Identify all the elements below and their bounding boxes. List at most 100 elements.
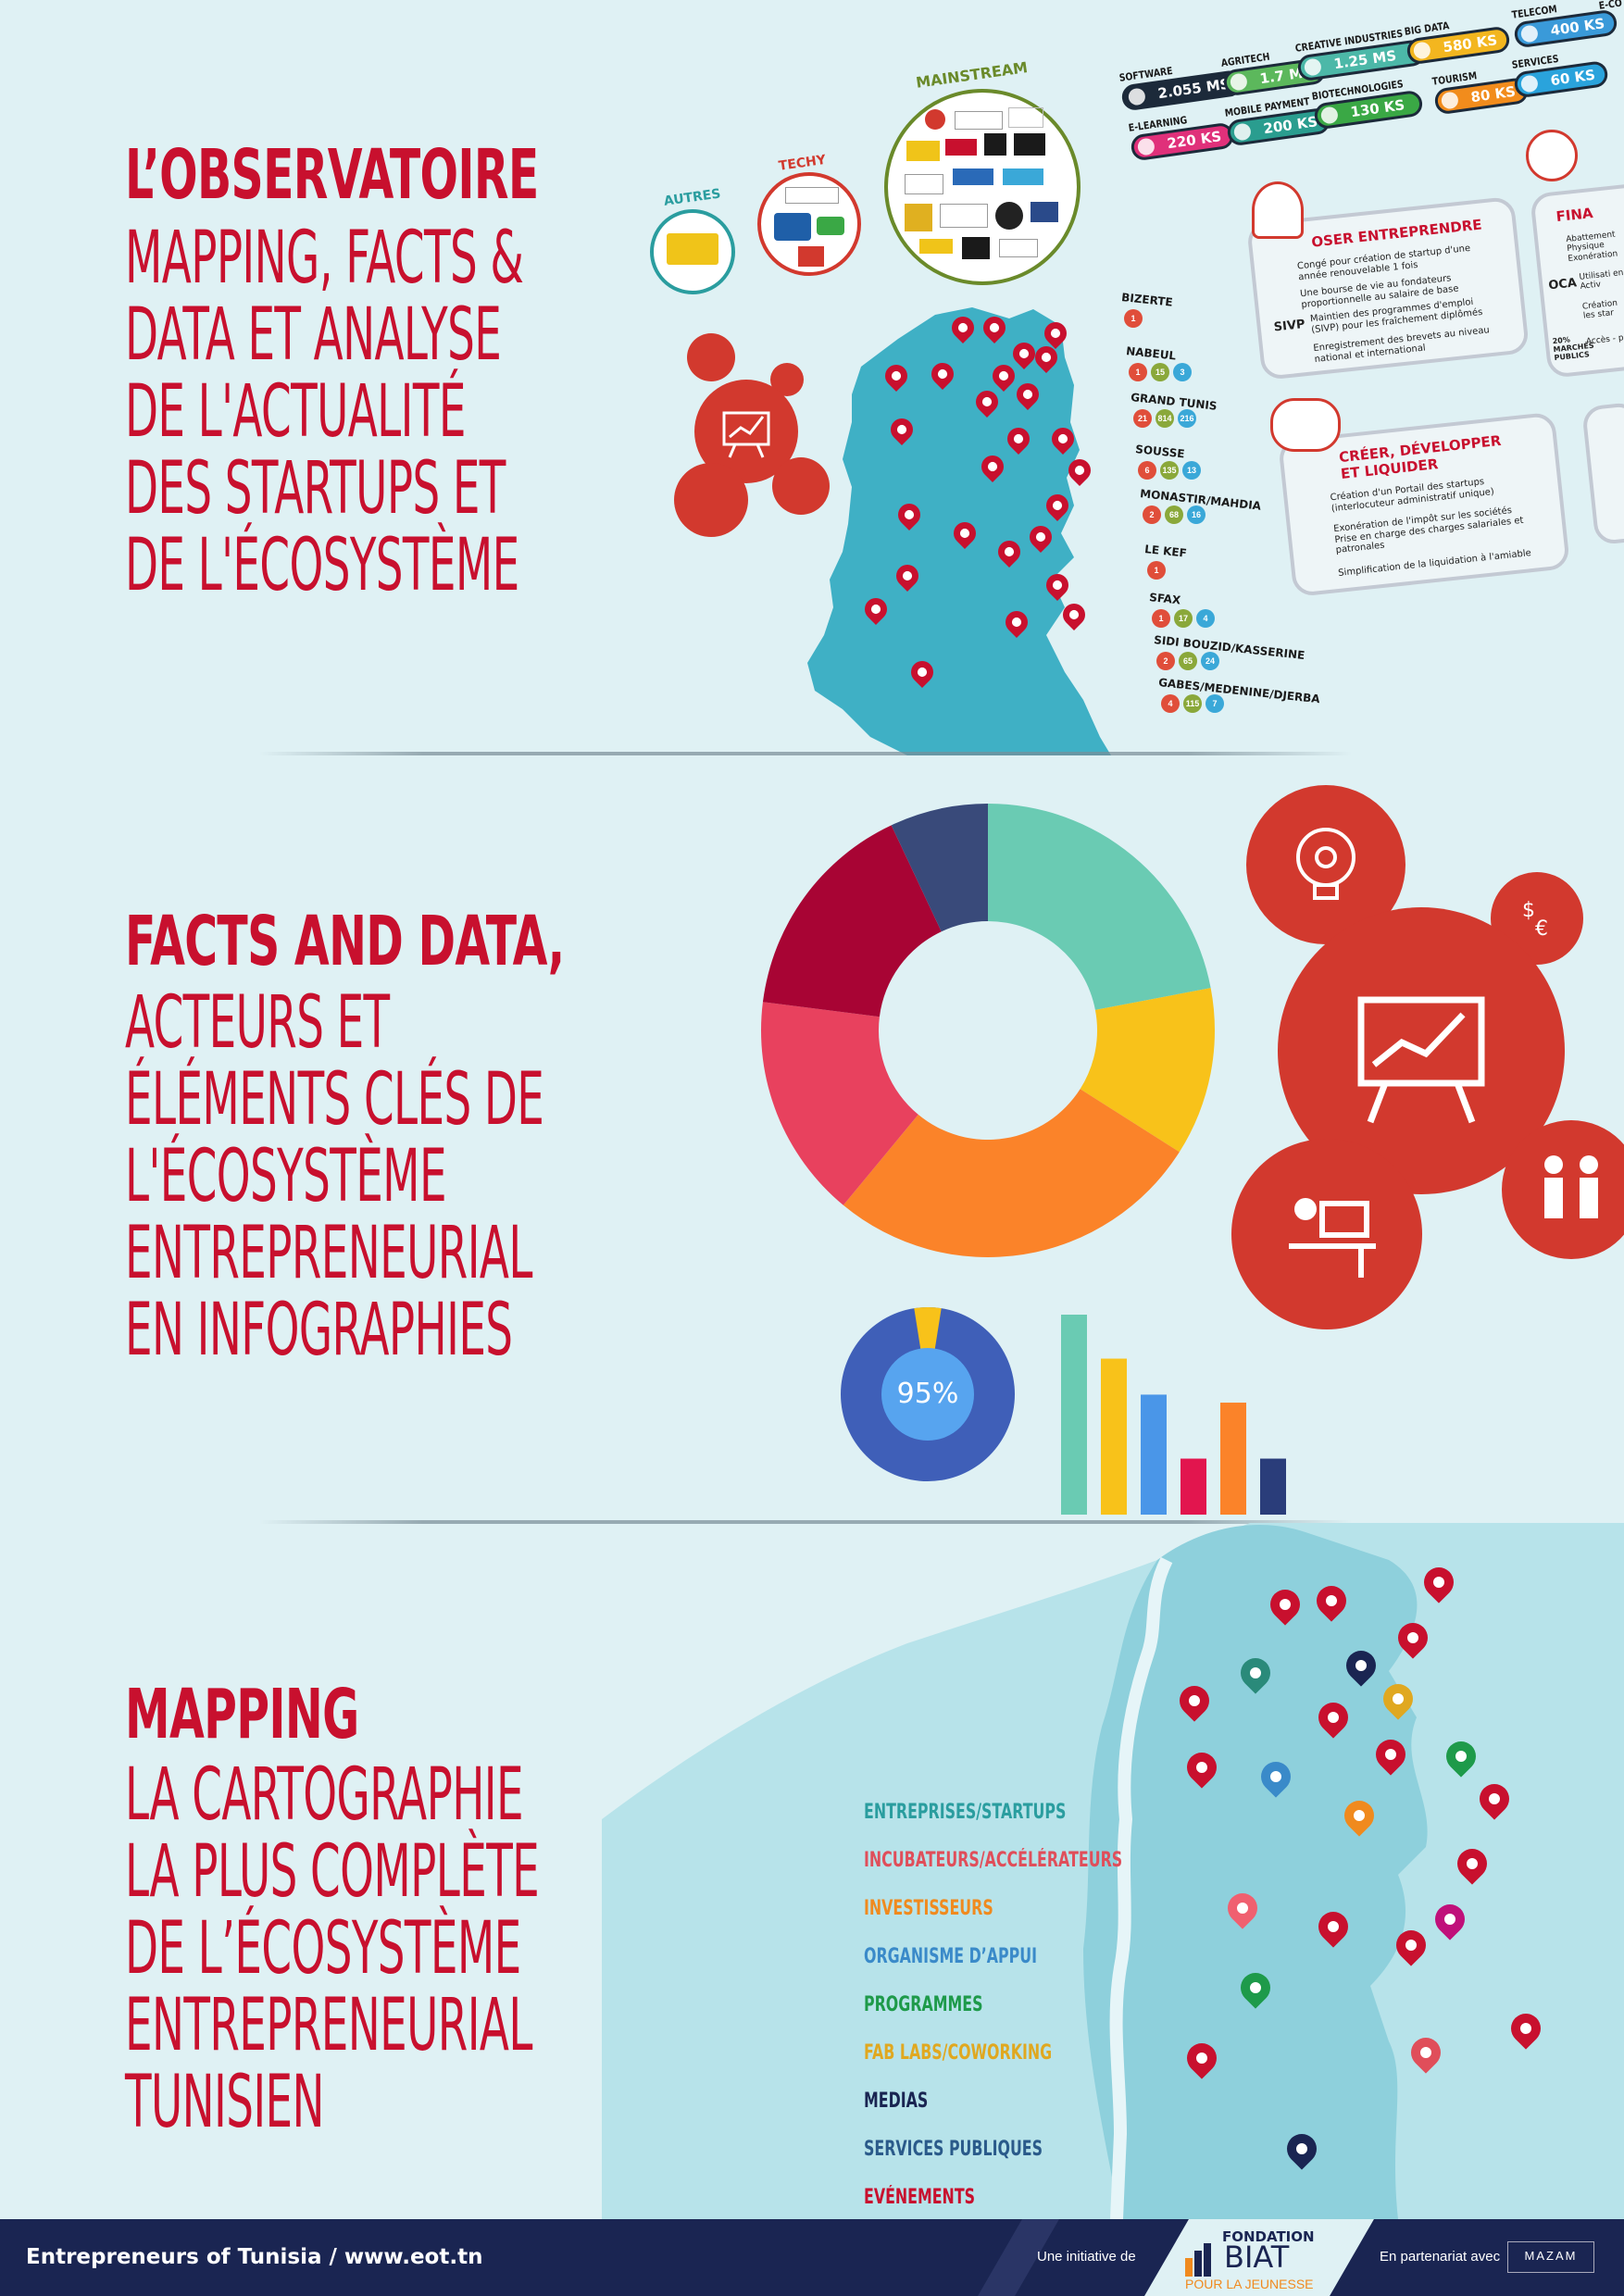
region-count-badge: 2: [1156, 652, 1175, 670]
legend-item-services[interactable]: SERVICES PUBLIQUES: [864, 2138, 1043, 2161]
biat-logo[interactable]: FONDATION BIAT POUR LA JEUNESSE: [1181, 2225, 1339, 2291]
legend-item-fablabs[interactable]: FAB LABS/COWORKING: [864, 2041, 1053, 2065]
plane-icon: [1565, 352, 1624, 398]
region-count-badge: 65: [1179, 652, 1197, 670]
legend-item-entreprises[interactable]: ENTREPRISES/STARTUPS: [864, 1801, 1067, 1824]
card-item: Exonération de l'impôt sur les sociétés …: [1332, 505, 1524, 556]
region-entry: SIDI BOUZID/KASSERINE 2 65 24: [1154, 633, 1306, 670]
footer-partner: En partenariat avec: [1380, 2249, 1501, 2265]
bar: [1101, 1358, 1127, 1515]
section2-line: L'ÉCOSYSTÈME: [125, 1135, 447, 1218]
region-count-badge: 814: [1156, 409, 1174, 428]
region-count-badge: 2: [1143, 505, 1161, 524]
logo-icon: [919, 239, 953, 254]
logo-icon: [905, 174, 943, 194]
region-count-badge: 68: [1165, 505, 1183, 524]
section2-line: ENTREPRENEURIAL: [125, 1212, 532, 1295]
region-count-badge: 1: [1147, 561, 1166, 580]
bar: [1260, 1458, 1286, 1515]
section2-line: ÉLÉMENTS CLÉS DE: [125, 1058, 544, 1142]
pie-slice: [1080, 988, 1215, 1153]
bar: [1061, 1315, 1087, 1515]
region-name: GABES/MEDENINE/DJERBA: [1157, 676, 1321, 706]
section1-line: MAPPING, FACTS &: [125, 217, 524, 300]
pie-slice: [891, 804, 988, 932]
section-mapping: ENTREPRISES/STARTUPS INCUBATEURS/ACCÉLÉR…: [0, 1523, 1624, 2219]
pie-slice: [843, 1089, 1180, 1257]
card-item: Abattement Physique Exonération: [1565, 230, 1618, 264]
legend-item-evenements[interactable]: EVÉNEMENTS: [864, 2186, 976, 2209]
category-circle-autres: [650, 209, 735, 294]
category-circle-techy: [757, 172, 861, 276]
logo-icon: [925, 109, 945, 130]
policy-card-partial: [1581, 401, 1624, 546]
region-count-badge: 1: [1124, 309, 1143, 328]
region-entry: GABES/MEDENINE/DJERBA 4 115 7: [1158, 676, 1321, 713]
logo-icon: [999, 239, 1038, 257]
percent-label: 95%: [896, 1378, 959, 1410]
region-count-badge: 3: [1173, 363, 1192, 381]
category-label-mainstream: MAINSTREAM: [915, 58, 1030, 92]
legend-item-investisseurs[interactable]: INVESTISSEURS: [864, 1897, 993, 1920]
region-count-badge: 7: [1206, 694, 1224, 713]
logo-icon: [1003, 168, 1043, 185]
region-name: SFAX: [1148, 591, 1181, 607]
policy-card-fina: FINA Abattement Physique Exonération OCA…: [1530, 181, 1624, 379]
region-count-badge: 1: [1129, 363, 1147, 381]
legend-item-medias[interactable]: MEDIAS: [864, 2090, 929, 2113]
gear-bulb-icon: [687, 333, 735, 381]
partner-logo[interactable]: MAZAM: [1507, 2241, 1594, 2273]
region-count-badge: 1: [1152, 609, 1170, 628]
sector-e-co: E-CO: [1598, 0, 1624, 12]
region-count-badge: 17: [1174, 609, 1193, 628]
legend-item-organisme[interactable]: ORGANISME D’APPUI: [864, 1945, 1037, 1968]
logo-icon: [906, 141, 940, 161]
logo-icon: [955, 111, 1003, 130]
section3-title: MAPPING: [125, 1675, 359, 1754]
logo-icon: [940, 204, 988, 228]
card-item: Utilisati en Activ: [1579, 268, 1624, 293]
section2-line: EN INFOGRAPHIES: [125, 1289, 513, 1372]
card-item: Accès - pe: [1585, 332, 1624, 347]
pie-slice: [761, 1002, 918, 1205]
donut-chart: [761, 804, 1215, 1257]
handshake-icon: [1502, 1120, 1624, 1259]
region-name: SOUSSE: [1134, 443, 1186, 461]
section3-line: DE L’ÉCOSYSTÈME: [125, 1907, 521, 1990]
legend-item-programmes[interactable]: PROGRAMMES: [864, 1993, 983, 2016]
legend-item-incubateurs[interactable]: INCUBATEURS/ACCÉLÉRATEURS: [864, 1849, 1123, 1872]
dollar-hand-icon: [1526, 130, 1578, 181]
lightbulbs-icon: [1270, 398, 1341, 452]
section2-title: FACTS AND DATA,: [125, 902, 565, 981]
section-divider: [259, 752, 1352, 755]
card-item: Création les star: [1581, 298, 1618, 321]
pie-slice: [762, 825, 942, 1017]
section1-title: L’OBSERVATOIRE: [125, 135, 539, 215]
region-count-badge: 216: [1178, 409, 1196, 428]
region-name: LE KEF: [1143, 543, 1188, 560]
bar: [1181, 1458, 1206, 1515]
desk-worker-icon: [674, 463, 748, 537]
entrepreneur-icon: [1252, 181, 1304, 239]
region-entry: BIZERTE 1: [1121, 291, 1174, 328]
category-label-techy: TECHY: [778, 152, 827, 174]
logo-icon: [817, 217, 844, 235]
card-title: FINA: [1555, 205, 1594, 226]
region-entry: SFAX 1 17 4: [1148, 591, 1215, 628]
sector-e-learning: E-LEARNING 220 KS: [1128, 108, 1235, 162]
logo-icon: [962, 237, 990, 259]
region-count-badge: 4: [1161, 694, 1180, 713]
pie-slice: [988, 804, 1211, 1010]
footer-site-link[interactable]: Entrepreneurs of Tunisia / www.eot.tn: [26, 2245, 483, 2269]
logo-icon: [905, 204, 932, 231]
section-facts: FACTS AND DATA, ACTEURS ET ÉLÉMENTS CLÉS…: [0, 759, 1624, 1524]
region-count-badge: 13: [1182, 461, 1201, 480]
section1-line: DES STARTUPS ET: [125, 447, 506, 530]
handshake-icon: [772, 457, 830, 515]
logo-icon: [984, 133, 1006, 156]
section1-line: DATA ET ANALYSE: [125, 293, 502, 377]
logo-icon: [953, 168, 993, 185]
region-count-badge: 135: [1160, 461, 1179, 480]
region-count-badge: 115: [1183, 694, 1202, 713]
region-entry: GRAND TUNIS 21 814 216: [1131, 391, 1218, 428]
